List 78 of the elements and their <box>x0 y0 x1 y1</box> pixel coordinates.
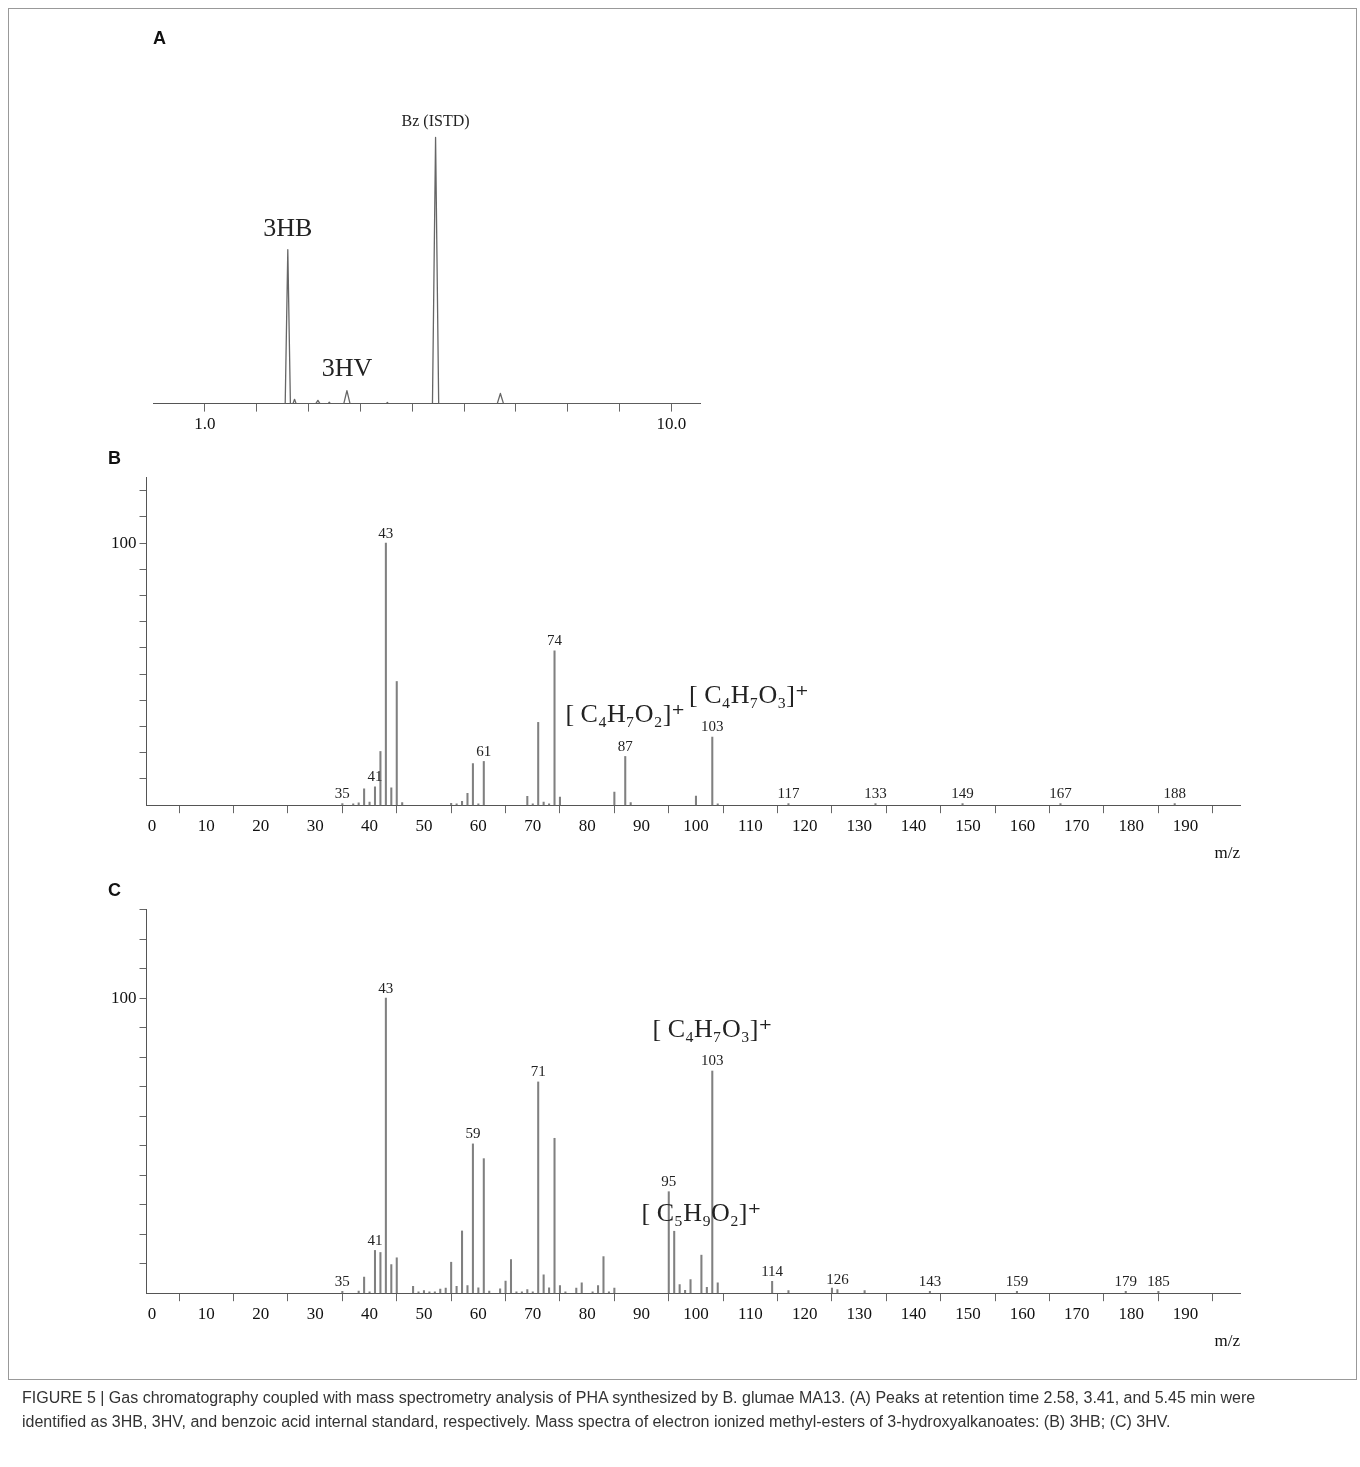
annotation: 179 <box>1114 1272 1137 1289</box>
annotation: 103 <box>701 1052 724 1069</box>
x-tick-label: 90 <box>633 1303 651 1323</box>
annotation: 143 <box>918 1272 942 1289</box>
annotation: [ C₄H₇O₂]⁺ <box>565 699 686 729</box>
annotation: Bz (ISTD) <box>401 111 470 130</box>
x-tick-label: 140 <box>900 815 927 835</box>
annotation: 126 <box>826 1271 850 1288</box>
x-axis-title: m/z <box>1214 843 1241 863</box>
annotation: 117 <box>777 785 800 802</box>
x-tick-label: 150 <box>955 815 981 835</box>
x-tick-label: 140 <box>900 1303 927 1323</box>
x-tick-label: 50 <box>415 815 433 835</box>
x-tick-label: 10 <box>197 815 215 835</box>
annotation: 3HB <box>263 212 313 242</box>
x-tick-label: 0 <box>147 1303 157 1323</box>
annotation: 71 <box>530 1063 546 1080</box>
annotation: 159 <box>1005 1272 1029 1289</box>
x-tick-label: 90 <box>633 815 651 835</box>
annotation: [ C₄H₇O₃]⁺ <box>652 1013 773 1043</box>
x-tick-label: 60 <box>469 1303 487 1323</box>
x-tick-label: 190 <box>1172 815 1199 835</box>
x-tick-label: 0 <box>147 815 157 835</box>
x-tick-label: 160 <box>1009 1303 1036 1323</box>
annotation: 167 <box>1049 785 1073 802</box>
annotation: 3HV <box>321 353 373 383</box>
x-tick-label: 40 <box>361 1303 379 1323</box>
annotation: 35 <box>334 1272 350 1289</box>
annotation: 43 <box>378 524 394 541</box>
x-tick-label: 20 <box>252 815 270 835</box>
x-tick-label: 170 <box>1064 1303 1090 1323</box>
chart-title: B <box>108 447 121 468</box>
x-tick-label: 30 <box>306 815 324 835</box>
x-tick-label: 10 <box>197 1303 215 1323</box>
annotation: 95 <box>661 1173 677 1190</box>
annotation: 43 <box>378 979 394 996</box>
x-tick-label: 100 <box>683 815 709 835</box>
x-tick-label: 40 <box>361 815 379 835</box>
x-tick-label: 120 <box>792 1303 818 1323</box>
x-tick-label: 70 <box>524 1303 542 1323</box>
x-tick-label: 10.0 <box>656 414 687 434</box>
x-tick-label: 60 <box>469 815 487 835</box>
x-tick-label: 80 <box>578 1303 596 1323</box>
chart-title: A <box>153 27 166 48</box>
x-tick-label: 180 <box>1118 815 1144 835</box>
chart-title: C <box>108 879 121 900</box>
x-tick-label: 100 <box>683 1303 709 1323</box>
annotation: 61 <box>476 742 492 759</box>
annotation: [ C₄H₇O₃]⁺ <box>689 679 809 709</box>
x-tick-label: 160 <box>1009 815 1036 835</box>
annotation: 149 <box>951 785 974 802</box>
annotation: 114 <box>761 1262 784 1279</box>
x-tick-label: 110 <box>737 815 763 835</box>
annotation: 41 <box>367 1231 383 1248</box>
x-tick-label: 1.0 <box>194 414 216 434</box>
caption: FIGURE 5 | Gas chromatography coupled with mass spectrometry analysis of PHA synthesized by B. glumae MA13. (A) Peaks at retention time 2.58, 3.41, and 5.45 min were identified as 3HB, 3HV, and benzoic acid internal standard, respectively. Mass spectra of electron ionized methyl-esters of 3-hydroxyalkanoates: (B) 3HB; (C) 3HV. <box>22 1388 1257 1432</box>
x-tick-label: 190 <box>1172 1303 1199 1323</box>
x-tick-label: 30 <box>306 1303 324 1323</box>
x-tick-label: 150 <box>955 1303 981 1323</box>
annotation: 133 <box>864 785 887 802</box>
x-tick-label: 130 <box>846 815 872 835</box>
x-tick-label: 110 <box>737 1303 763 1323</box>
annotation: 74 <box>547 632 563 649</box>
x-tick-label: 70 <box>524 815 542 835</box>
annotation: 185 <box>1147 1272 1170 1289</box>
x-tick-label: 80 <box>578 815 596 835</box>
annotation: 188 <box>1163 785 1186 802</box>
x-tick-label: 180 <box>1118 1303 1144 1323</box>
x-tick-label: 170 <box>1064 815 1090 835</box>
x-tick-label: 130 <box>846 1303 872 1323</box>
annotation: 87 <box>617 737 634 754</box>
x-tick-label: 50 <box>415 1303 433 1323</box>
annotation: 35 <box>334 785 350 802</box>
x-tick-label: 20 <box>252 1303 270 1323</box>
annotation: 103 <box>701 718 724 735</box>
x-axis-title: m/z <box>1214 1331 1241 1351</box>
x-tick-label: 120 <box>792 815 818 835</box>
annotation: 59 <box>465 1125 481 1142</box>
